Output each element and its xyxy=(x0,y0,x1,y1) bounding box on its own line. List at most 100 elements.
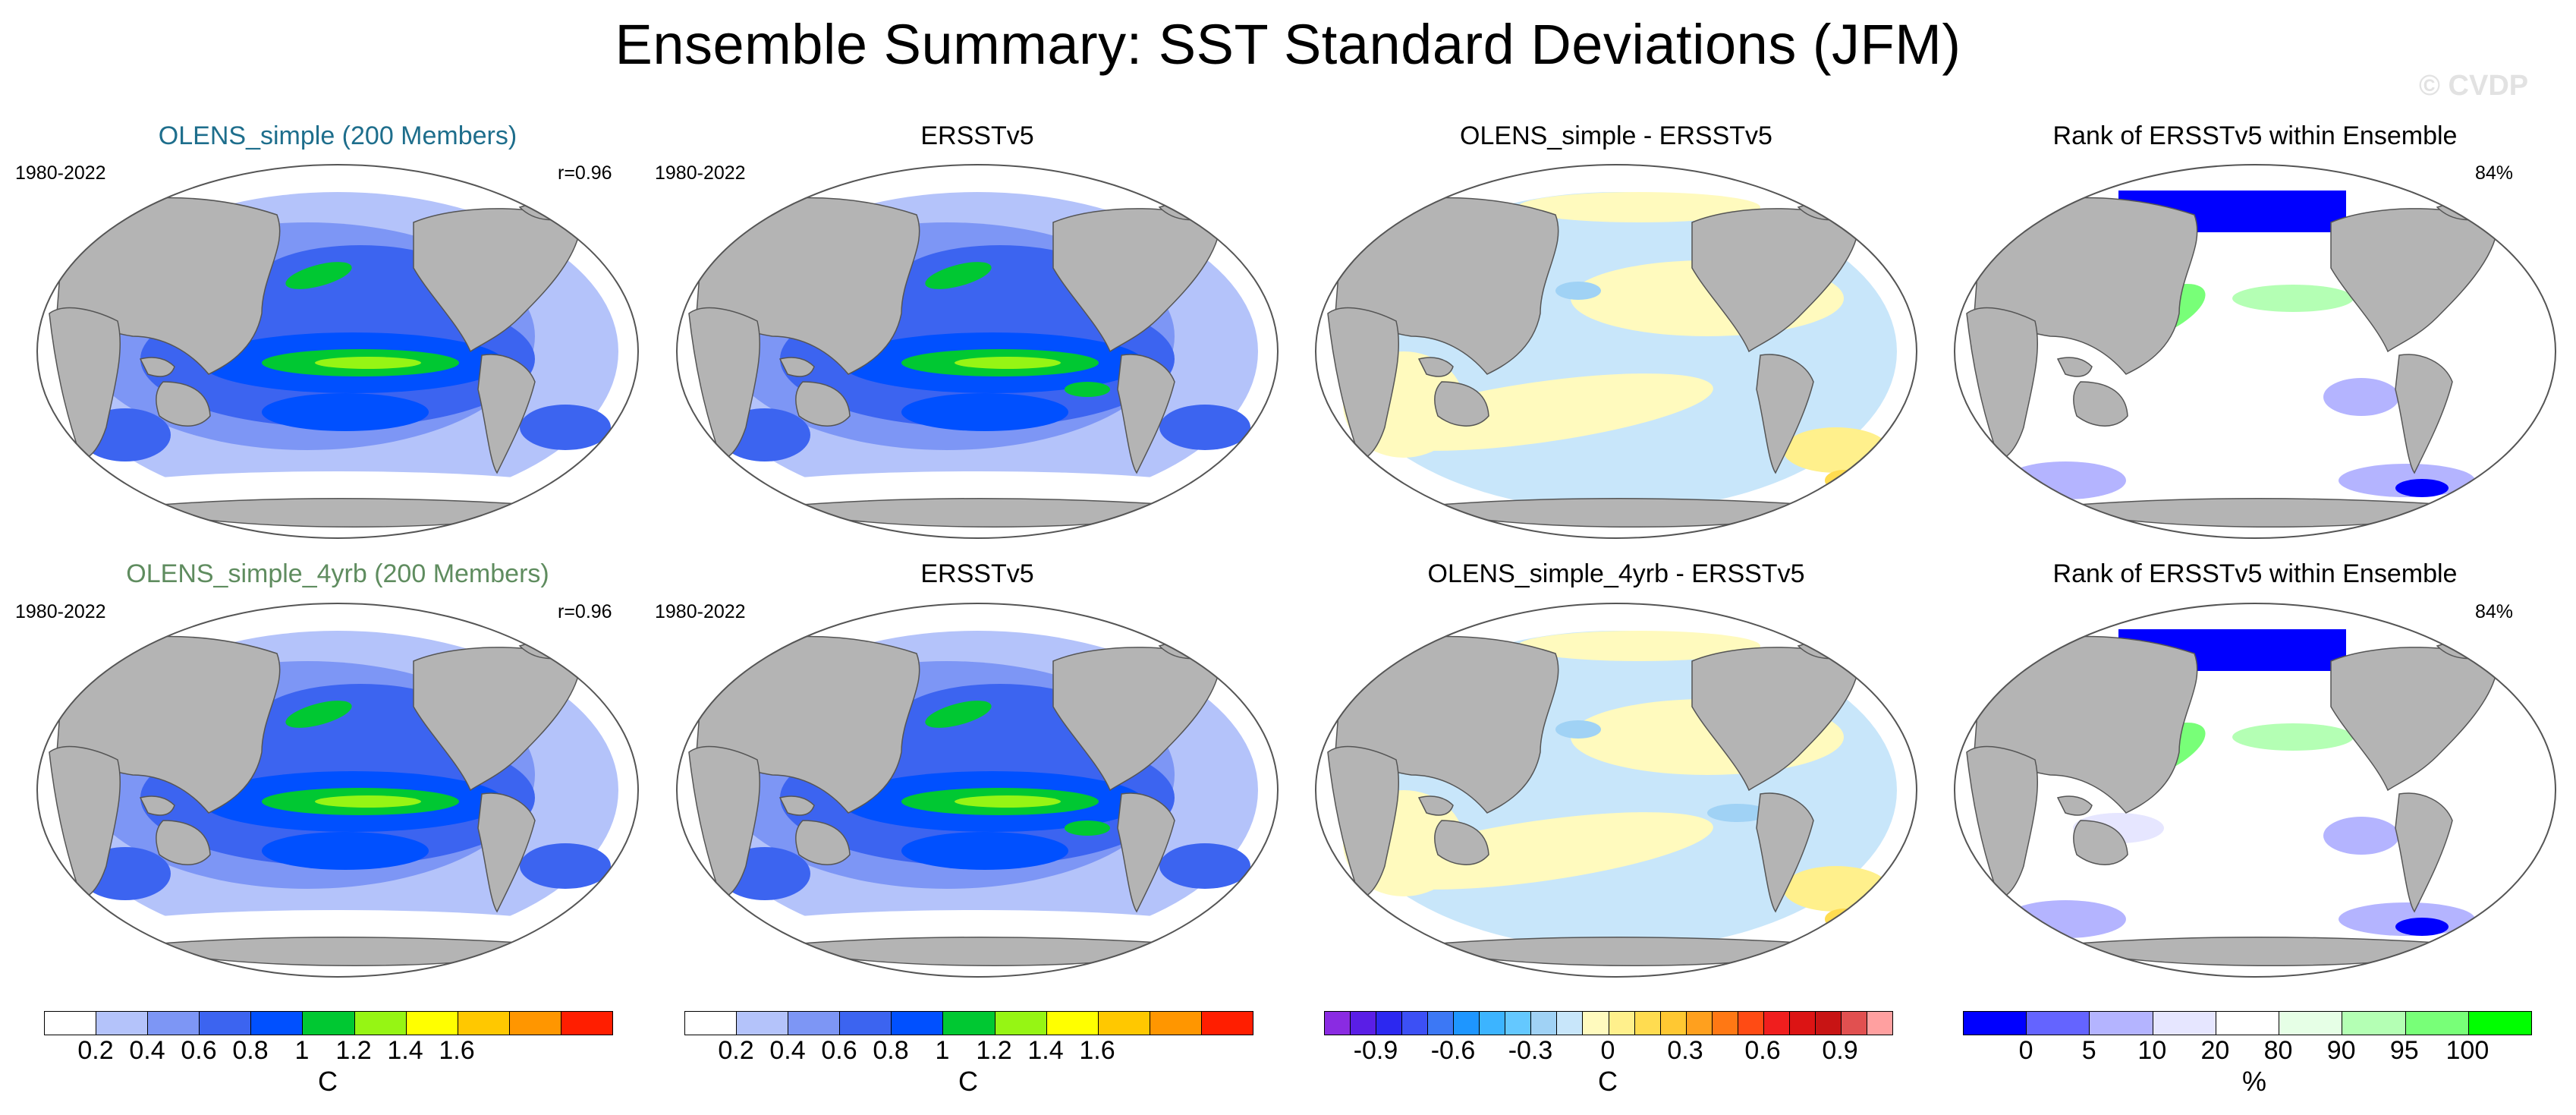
colorbar-unit-label: C xyxy=(318,1066,338,1097)
land-indonesia xyxy=(2056,357,2093,377)
colorbar-tick-label: 5 xyxy=(2081,1036,2096,1065)
diff-arctic xyxy=(1518,192,1760,222)
rank-pacific-high xyxy=(2232,723,2354,751)
panel-title: OLENS_simple_4yrb - ERSSTv5 xyxy=(1427,559,1805,588)
world-map-sd xyxy=(676,164,1279,539)
colorbar-swatch xyxy=(2215,1012,2279,1035)
rank-south-low xyxy=(2005,900,2126,938)
panel-stat-label: 84% xyxy=(2475,162,2514,184)
colorbar-swatch xyxy=(1685,1012,1712,1035)
sd-enso-peak xyxy=(955,357,1061,369)
colorbar-swatch xyxy=(1711,1012,1738,1035)
colorbar-tick-label: 0.9 xyxy=(1822,1036,1858,1065)
colorbar-tick-label: 0.8 xyxy=(232,1036,269,1065)
figure-title: Ensemble Summary: SST Standard Deviation… xyxy=(615,13,1961,76)
land-australia xyxy=(1434,820,1489,865)
land-south-america xyxy=(2395,354,2453,474)
cvdp-watermark: © CVDP xyxy=(2419,70,2529,102)
colorbar-diff xyxy=(1324,1011,1893,1035)
sd-south-atlantic xyxy=(1159,843,1250,889)
land-indonesia xyxy=(2056,795,2093,816)
sd-kuroshio-peak xyxy=(285,262,352,289)
colorbar-tick-label: 95 xyxy=(2389,1036,2419,1065)
land-north-america xyxy=(1691,647,1860,792)
colorbar-swatch xyxy=(1763,1012,1789,1035)
colorbar-tick-label: 0.2 xyxy=(77,1036,114,1065)
land-indonesia xyxy=(139,357,175,377)
land-antarctica xyxy=(772,937,1206,966)
map-outline xyxy=(1954,603,2556,978)
colorbar-unit-label: % xyxy=(2241,1066,2267,1097)
map-outline xyxy=(36,164,639,539)
sd-south-atlantic xyxy=(520,405,611,450)
colorbar-tick-label: 20 xyxy=(2200,1036,2230,1065)
colorbar-swatch xyxy=(2026,1012,2090,1035)
colorbar-tick-label: 1.2 xyxy=(335,1036,372,1065)
colorbar-swatch xyxy=(199,1012,251,1035)
colorbar-tick-label: -0.3 xyxy=(1508,1036,1553,1065)
colorbar-tick-label: 80 xyxy=(2263,1036,2293,1065)
colorbar-swatch xyxy=(839,1012,892,1035)
colorbar-tick-label: 1.2 xyxy=(976,1036,1012,1065)
colorbar-swatch xyxy=(1376,1012,1402,1035)
land-indonesia xyxy=(1417,357,1454,377)
land-australia xyxy=(795,820,851,865)
colorbar-unit-label: C xyxy=(958,1066,978,1097)
sd-enso-peak xyxy=(315,357,421,369)
colorbar-tick-label: 10 xyxy=(2137,1036,2167,1065)
colorbar-swatch xyxy=(250,1012,303,1035)
land-north-america xyxy=(1052,208,1221,353)
colorbar-swatch xyxy=(1505,1012,1531,1035)
map-outline xyxy=(676,603,1279,978)
land-antarctica xyxy=(1411,937,1845,966)
panel-title: Rank of ERSSTv5 within Ensemble xyxy=(2052,121,2458,150)
colorbar-swatch xyxy=(1737,1012,1763,1035)
colorbar-tick-label: 0.6 xyxy=(1744,1036,1781,1065)
panel-years-label: 1980-2022 xyxy=(655,601,746,622)
colorbar-tick-label: 0.4 xyxy=(769,1036,806,1065)
land-south-america xyxy=(2395,792,2453,913)
sd-south-atlantic xyxy=(1159,405,1250,450)
colorbar-swatch xyxy=(560,1012,613,1035)
sd-kuroshio-peak xyxy=(285,701,352,728)
diff-negative-spot xyxy=(1555,720,1601,739)
world-map-diff xyxy=(1315,164,1917,539)
rank-pacific-high xyxy=(2232,285,2354,312)
colorbar-swatch xyxy=(1453,1012,1480,1035)
map-outline xyxy=(676,164,1279,539)
land-antarctica xyxy=(132,498,566,528)
land-north-america xyxy=(2330,647,2499,792)
land-south-america xyxy=(477,792,536,913)
colorbar-swatch xyxy=(1427,1012,1454,1035)
rank-south-low xyxy=(2005,461,2126,499)
sd-extra-peak xyxy=(1065,382,1110,397)
diff-arctic xyxy=(1518,631,1760,661)
colorbar-swatch xyxy=(788,1012,840,1035)
colorbar-tick-label: 1.6 xyxy=(1079,1036,1115,1065)
land-africa xyxy=(688,745,761,898)
colorbar-tick-label: 0.6 xyxy=(821,1036,857,1065)
sd-southern-ocean xyxy=(110,910,565,943)
rank-subtropic-low xyxy=(2323,817,2399,855)
sd-kuroshio-peak xyxy=(925,262,992,289)
colorbar-tick-label: 1.4 xyxy=(1027,1036,1064,1065)
sd-enso-peak xyxy=(315,795,421,808)
panel-title: ERSSTv5 xyxy=(920,559,1034,588)
colorbar-swatch xyxy=(1350,1012,1376,1035)
land-africa xyxy=(688,307,761,459)
land-south-america xyxy=(1756,354,1814,474)
colorbar-swatch xyxy=(1582,1012,1609,1035)
colorbar-swatch xyxy=(1097,1012,1150,1035)
colorbar-swatch xyxy=(147,1012,200,1035)
colorbar-swatch xyxy=(1046,1012,1098,1035)
world-map-sd xyxy=(676,603,1279,978)
land-north-america xyxy=(2330,208,2499,353)
land-australia xyxy=(2073,820,2128,865)
colorbar-swatch xyxy=(45,1012,96,1035)
sd-south-pacific xyxy=(262,393,429,431)
panel-stat-label: r=0.96 xyxy=(558,601,612,622)
land-indonesia xyxy=(1417,795,1454,816)
colorbar-unit-label: C xyxy=(1598,1066,1618,1097)
colorbar-tick-label: 0 xyxy=(1600,1036,1615,1065)
colorbar-swatch xyxy=(302,1012,354,1035)
